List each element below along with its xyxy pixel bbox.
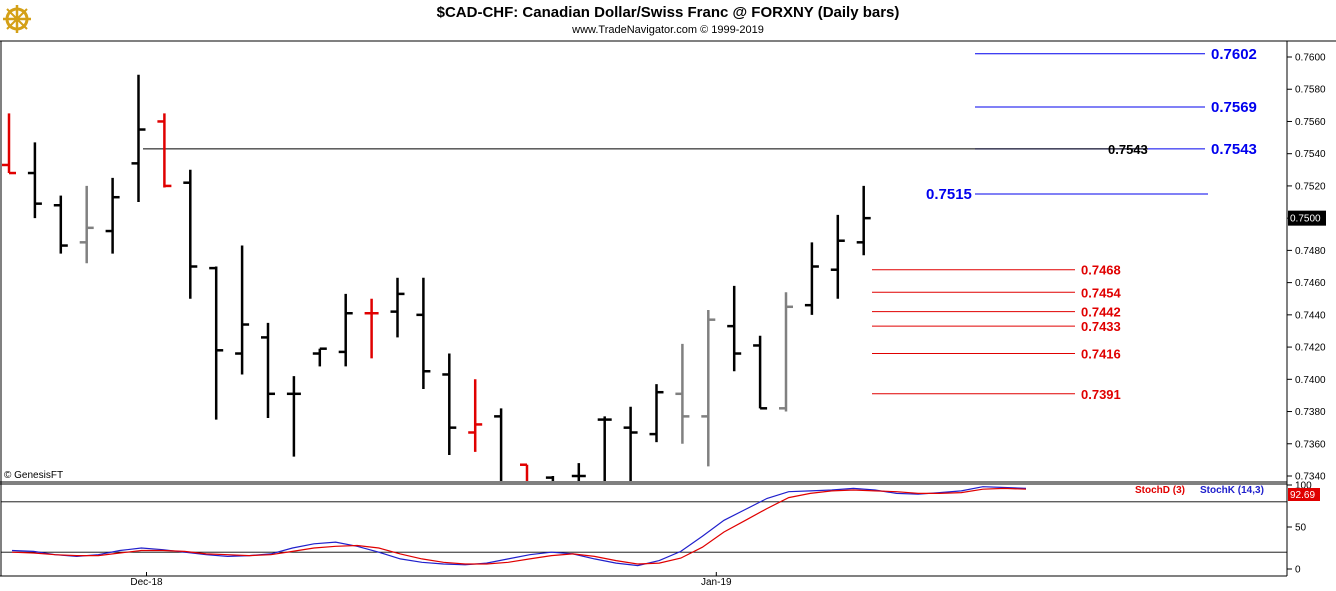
ohlc-bar	[442, 353, 457, 456]
price-tick-label: 0.7540	[1295, 149, 1326, 160]
ohlc-bar	[804, 242, 819, 315]
ohlc-bar	[830, 214, 845, 299]
price-axis: 0.7340 0.7360 0.7380 0.7400 0.7420 0.7440 0.74…	[1287, 53, 1326, 483]
last-price-tag: 0.7500	[1288, 210, 1326, 226]
support-level-label: 0.7454	[1081, 285, 1122, 300]
price-tick-label: 0.7340	[1295, 472, 1326, 483]
price-levels: 0.7602 0.7569 0.7543 0.7543 0.7515 0.7468 0.74…	[143, 46, 1257, 402]
date-tick-label: Jan-19	[701, 577, 732, 588]
target-level-label: 0.7569	[1211, 99, 1257, 116]
target-level-label: 0.7602	[1211, 46, 1257, 63]
ohlc-bar	[416, 277, 431, 389]
ohlc-bar	[183, 169, 198, 299]
ohlc-bar	[261, 322, 275, 418]
ohlc-bar	[105, 177, 120, 254]
ohlc-bar	[753, 335, 768, 410]
logo-icon	[3, 5, 31, 33]
stochd-legend: StochD (3)	[1135, 485, 1185, 496]
ohlc-bar	[779, 292, 793, 412]
ohlc-bar	[131, 74, 146, 203]
ohlc-bar	[209, 266, 224, 420]
ohlc-bar	[79, 185, 94, 264]
stoch-lines	[11, 486, 1027, 567]
ohlc-bar	[27, 142, 42, 219]
watermark: © GenesisFT	[4, 470, 63, 481]
ohlc-bar	[157, 113, 172, 188]
ohlc-bar	[235, 245, 250, 375]
resistance-line-label: 0.7543	[1108, 142, 1148, 157]
price-tick-label: 0.7600	[1295, 53, 1326, 64]
stoch-tick-label: 0	[1295, 565, 1301, 576]
support-level-label: 0.7468	[1081, 263, 1121, 278]
stoch-tick-label: 50	[1295, 523, 1307, 534]
price-tick-label: 0.7560	[1295, 117, 1326, 128]
stoch-series-line	[11, 486, 1027, 567]
ohlc-bar	[390, 277, 405, 338]
ohlc-bar	[623, 406, 638, 481]
ohlc-bar	[856, 185, 871, 256]
target-level-label: 0.7515	[926, 186, 972, 203]
stoch-tick-label: 100	[1295, 481, 1312, 492]
last-price-label: 0.7500	[1290, 214, 1321, 225]
ohlc-bar	[312, 347, 327, 367]
price-tick-label: 0.7400	[1295, 375, 1326, 386]
target-level-label: 0.7543	[1211, 141, 1257, 158]
support-level-label: 0.7433	[1081, 319, 1121, 334]
price-tick-label: 0.7380	[1295, 407, 1326, 418]
date-axis: Dec-18 Jan-19	[130, 572, 732, 588]
ohlc-bar	[364, 298, 379, 359]
support-level-label: 0.7416	[1081, 347, 1121, 362]
ohlc-bar	[520, 463, 529, 481]
ohlc-bar	[727, 285, 742, 372]
ohlc-bar	[494, 408, 503, 481]
ohlc-bar	[53, 195, 68, 254]
stoch-series-line	[11, 487, 1027, 565]
chart-title: $CAD-CHF: Canadian Dollar/Swiss Franc @ …	[437, 4, 900, 21]
ohlc-bar	[338, 293, 353, 367]
price-tick-label: 0.7460	[1295, 278, 1326, 289]
price-tick-label: 0.7480	[1295, 246, 1326, 257]
ohlc-bar	[649, 384, 664, 443]
support-level-label: 0.7391	[1081, 387, 1121, 402]
price-bars	[2, 74, 871, 481]
ohlc-bar	[468, 379, 483, 452]
stoch-last-value: 92.69	[1290, 490, 1315, 501]
stochk-legend: StochK (14,3)	[1200, 485, 1264, 496]
ohlc-bar	[701, 310, 716, 467]
price-tick-label: 0.7580	[1295, 85, 1326, 96]
price-tick-label: 0.7420	[1295, 343, 1326, 354]
stoch-grid	[1, 501, 1287, 553]
price-tick-label: 0.7520	[1295, 181, 1326, 192]
support-level-label: 0.7442	[1081, 305, 1121, 320]
date-tick-label: Dec-18	[130, 577, 163, 588]
ohlc-bar	[545, 476, 555, 481]
stoch-last-value-tag: 92.69	[1288, 488, 1320, 501]
price-tick-label: 0.7440	[1295, 310, 1326, 321]
ohlc-bar	[2, 113, 16, 175]
price-tick-label: 0.7360	[1295, 439, 1326, 450]
ohlc-bar	[675, 343, 690, 444]
ohlc-bar	[571, 463, 586, 481]
chart-subtitle: www.TradeNavigator.com © 1999-2019	[571, 24, 764, 36]
ohlc-bar	[597, 416, 612, 481]
ohlc-bar	[286, 376, 301, 457]
stoch-axis: 0 50 100	[1287, 481, 1312, 576]
